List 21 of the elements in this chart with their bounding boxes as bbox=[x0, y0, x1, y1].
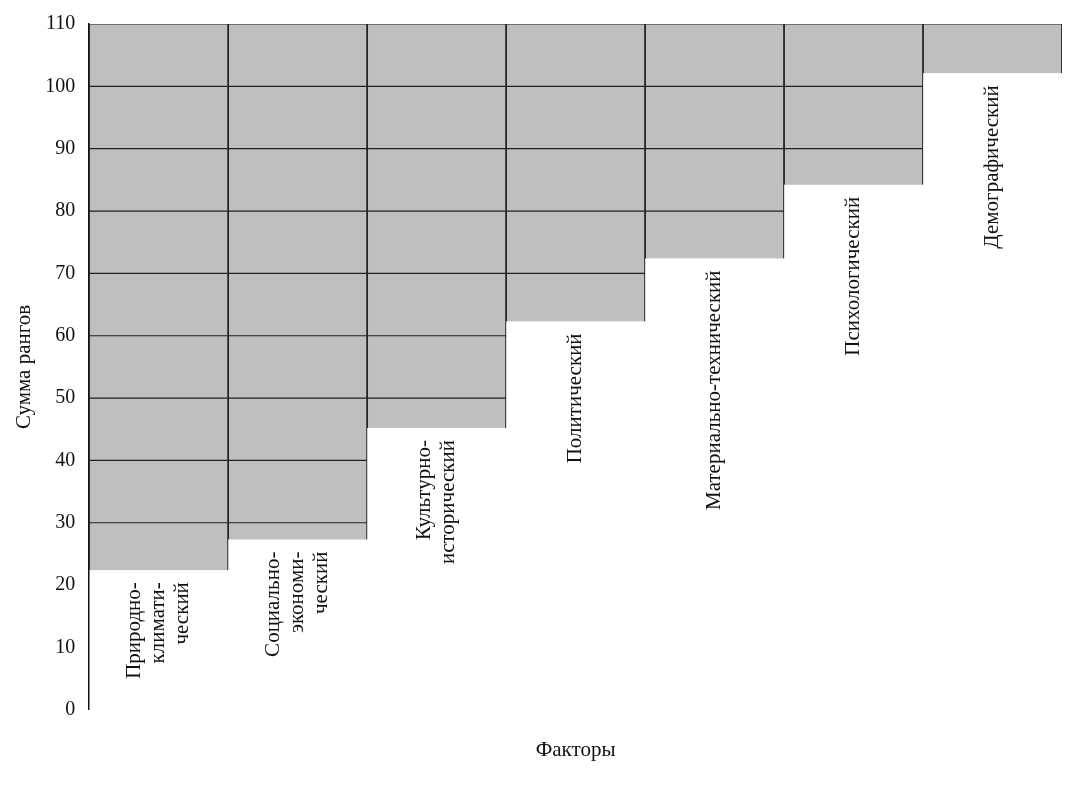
y-tick-label: 0 bbox=[65, 697, 76, 720]
x-tick-label: Политический bbox=[562, 333, 587, 464]
x-tick-label: Природно- климати- ческий bbox=[121, 582, 194, 679]
x-tick-label: Социально- экономи- ческий bbox=[260, 551, 333, 657]
x-tick-label: Психологический bbox=[840, 196, 865, 356]
y-tick-label: 10 bbox=[55, 634, 76, 657]
y-tick-label: 20 bbox=[55, 572, 76, 595]
y-tick-label: 30 bbox=[55, 510, 76, 533]
x-tick-label: Материально-технический bbox=[701, 270, 726, 511]
y-tick-label: 60 bbox=[55, 322, 76, 345]
y-tick-label: 50 bbox=[55, 385, 76, 408]
y-tick-label: 70 bbox=[55, 260, 76, 283]
y-axis-title: Сумма рангов bbox=[11, 304, 36, 430]
y-tick-label: 110 bbox=[45, 11, 76, 34]
y-tick-label: 90 bbox=[55, 135, 76, 158]
y-tick-label: 40 bbox=[55, 447, 76, 470]
y-tick-label: 100 bbox=[45, 73, 76, 96]
y-tick-label: 80 bbox=[55, 198, 76, 221]
x-tick-label: Культурно- исторический bbox=[411, 440, 460, 565]
x-axis-title: Факторы bbox=[535, 736, 616, 761]
x-tick-label: Демографический bbox=[979, 85, 1004, 249]
